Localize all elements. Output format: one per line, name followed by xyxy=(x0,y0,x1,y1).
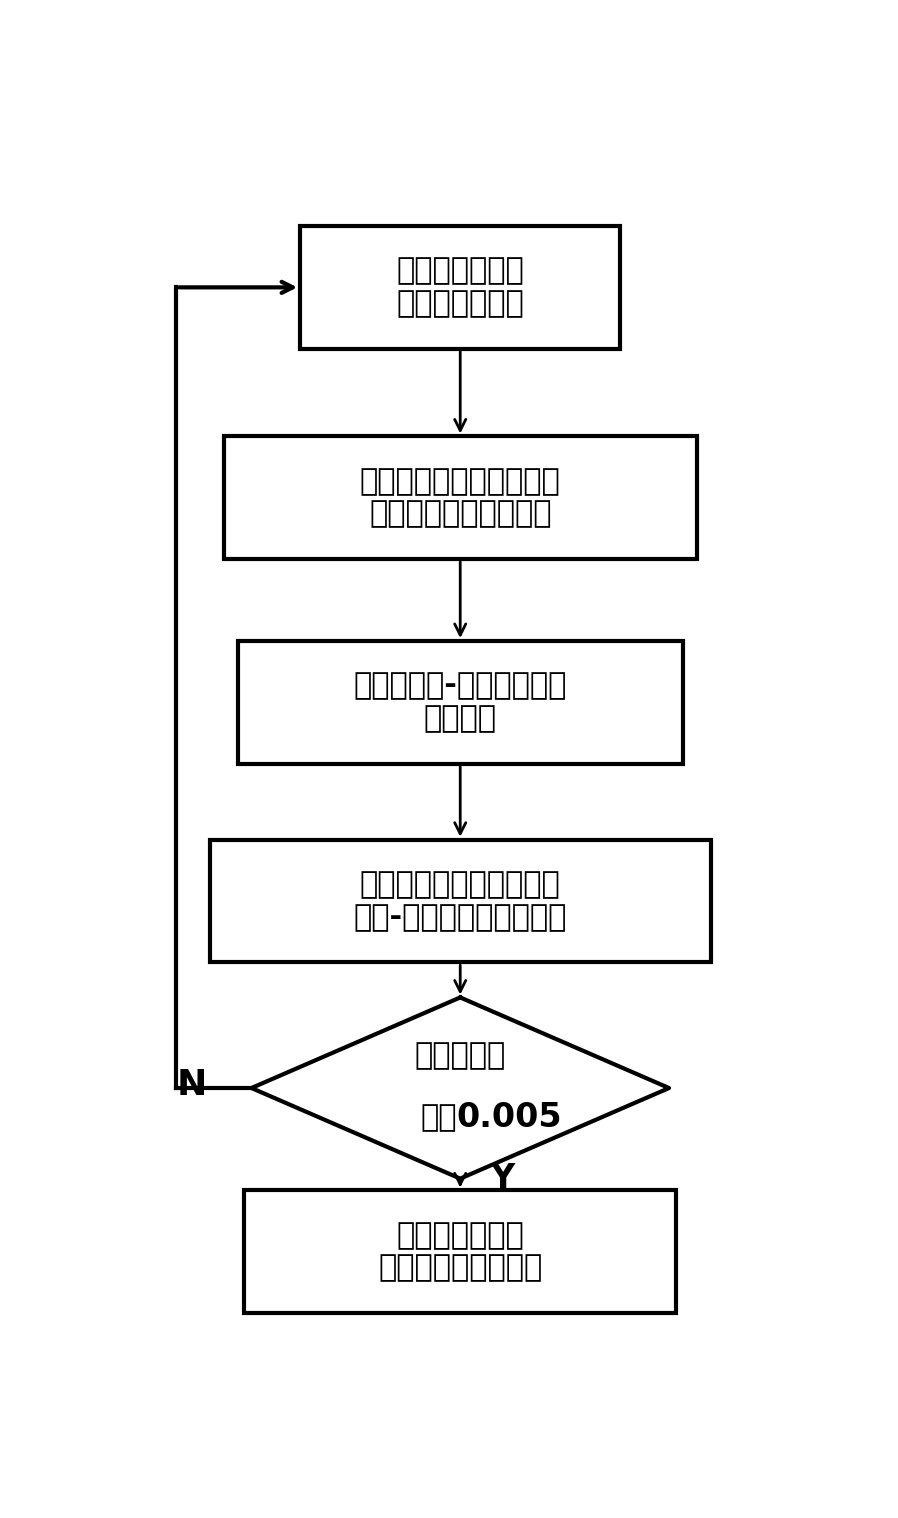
Text: 按定义得到商用: 按定义得到商用 xyxy=(396,1220,524,1249)
Polygon shape xyxy=(251,997,669,1178)
Text: 拟合曲线: 拟合曲线 xyxy=(424,704,497,733)
Text: 生成排风量-一次捕集效率: 生成排风量-一次捕集效率 xyxy=(354,671,567,700)
Bar xyxy=(244,1190,676,1313)
Bar xyxy=(210,839,711,962)
Text: 计算多种排风量工况下的: 计算多种排风量工况下的 xyxy=(360,468,560,496)
Text: 油烟机的推荐排风量: 油烟机的推荐排风量 xyxy=(378,1254,542,1283)
Text: 油烟飕粒一次捕集效率: 油烟飕粒一次捕集效率 xyxy=(369,499,551,528)
Text: 等于: 等于 xyxy=(420,1102,457,1132)
Text: 求解效率增长率，得到排: 求解效率增长率，得到排 xyxy=(360,870,560,899)
Text: Y: Y xyxy=(489,1161,515,1195)
Bar xyxy=(224,436,697,559)
Bar xyxy=(300,226,621,349)
Text: 确定商用油烟机: 确定商用油烟机 xyxy=(396,257,524,285)
Text: N: N xyxy=(177,1067,207,1102)
Text: 0.005: 0.005 xyxy=(457,1101,562,1134)
Text: 排风量计算范围: 排风量计算范围 xyxy=(396,290,524,319)
Text: 风量-效率增长率关系曲线: 风量-效率增长率关系曲线 xyxy=(354,903,567,932)
Bar xyxy=(237,641,683,764)
Text: 效率增长率: 效率增长率 xyxy=(415,1041,506,1070)
